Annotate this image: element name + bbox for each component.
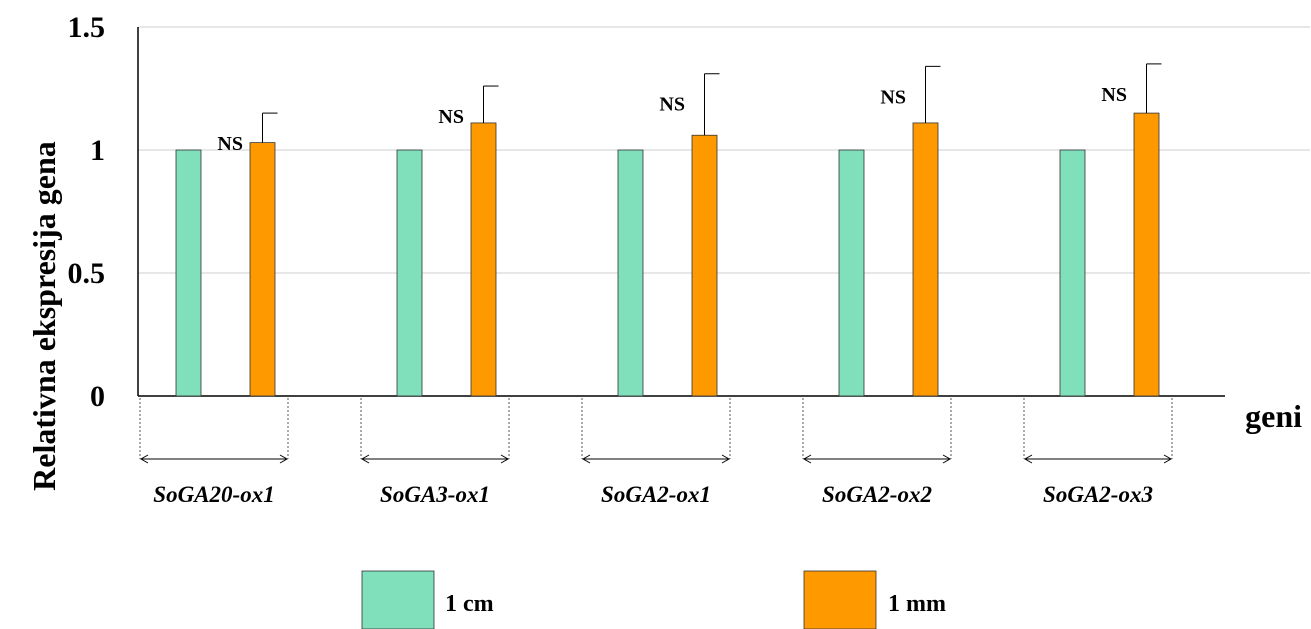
significance-label: NS xyxy=(217,133,243,155)
x-axis-label: geni xyxy=(1245,398,1302,434)
legend-label: 1 mm xyxy=(888,591,946,617)
error-bar xyxy=(704,73,720,136)
y-axis-label: Relativna ekspresija gena xyxy=(26,141,62,491)
x-tick-label: SoGA2-ox3 xyxy=(1043,482,1153,507)
error-bar xyxy=(925,65,941,123)
legend-swatch xyxy=(361,570,435,629)
bar-series2 xyxy=(691,134,718,397)
error-bar xyxy=(1146,63,1162,114)
category-bracket xyxy=(581,398,731,464)
significance-label: NS xyxy=(1101,84,1127,106)
significance-label: NS xyxy=(880,86,906,108)
legend-swatch xyxy=(803,570,877,629)
bar-series2 xyxy=(470,122,497,397)
y-tick-label: 1 xyxy=(90,134,105,167)
bars xyxy=(175,112,1160,397)
y-tick-label: 1.5 xyxy=(68,11,106,44)
legend-label: 1 cm xyxy=(445,591,494,617)
y-tick-label: 0.5 xyxy=(68,257,106,290)
x-tick-label: SoGA20-ox1 xyxy=(153,482,274,507)
bar-series1 xyxy=(175,149,202,397)
error-bars xyxy=(262,63,1162,143)
bar-series2 xyxy=(912,122,939,397)
legend: 1 cm 1 mm xyxy=(361,570,946,629)
category-bracket xyxy=(802,398,952,464)
bar-series2 xyxy=(249,142,276,397)
labels: 0 0.5 1 1.5 NS SoGA20-ox1 NS SoGA3-ox1 NS SoGA2-o… xyxy=(68,11,1153,507)
bar-series2 xyxy=(1133,112,1160,397)
x-tick-label: SoGA2-ox1 xyxy=(601,482,711,507)
category-brackets xyxy=(139,398,1173,464)
x-tick-label: SoGA3-ox1 xyxy=(380,482,490,507)
error-bar xyxy=(483,85,499,123)
category-bracket xyxy=(1023,398,1173,464)
error-bar xyxy=(262,112,278,143)
category-bracket xyxy=(139,398,289,464)
y-tick-label: 0 xyxy=(90,380,105,413)
bar-series1 xyxy=(838,149,865,397)
bar-series1 xyxy=(617,149,644,397)
bar-series1 xyxy=(396,149,423,397)
category-bracket xyxy=(360,398,510,464)
significance-label: NS xyxy=(659,94,685,116)
bar-series1 xyxy=(1059,149,1086,397)
significance-label: NS xyxy=(438,106,464,128)
gridlines xyxy=(138,26,1310,274)
x-tick-label: SoGA2-ox2 xyxy=(822,482,932,507)
